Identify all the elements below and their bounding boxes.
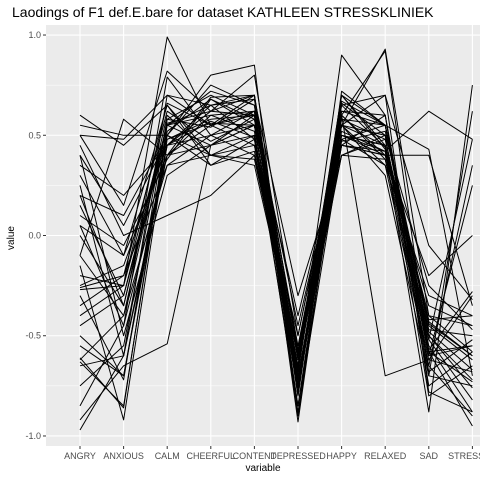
y-tick-label: 0.0 (28, 231, 41, 241)
y-tick-label: 1.0 (28, 30, 41, 40)
x-tick-label: DEPRESSED (270, 451, 326, 461)
series-line-34 (79, 110, 473, 377)
series-line-38 (79, 104, 473, 427)
x-axis-ticks: ANGRY ANXIOUS CALM CHEERFULCONTENTDEPRESSED… (64, 446, 480, 461)
y-axis-label: value (6, 226, 17, 250)
x-tick-label: CHEERFUL (187, 451, 236, 461)
series-line-28 (79, 84, 473, 423)
x-axis-label: variable (245, 463, 280, 474)
y-tick-label: -0.5 (25, 331, 41, 341)
x-tick-label: SAD (420, 451, 439, 461)
x-tick-label: HAPPY (326, 451, 357, 461)
series-lines (79, 36, 473, 431)
y-tick-label: -1.0 (25, 431, 41, 441)
x-tick-label: STRESSED (448, 451, 480, 461)
chart-title: Laodings of F1 def.E.bare for dataset KA… (12, 4, 434, 20)
series-line-36 (79, 98, 473, 407)
x-tick-label: ANGRY (64, 451, 96, 461)
x-tick-label: CONTENT (233, 451, 277, 461)
x-tick-label: ANXIOUS (103, 451, 144, 461)
x-tick-label: RELAXED (364, 451, 407, 461)
y-tick-label: 0.5 (28, 130, 41, 140)
x-tick-label: CALM (155, 451, 180, 461)
series-line-37 (79, 122, 473, 389)
series-line-35 (79, 114, 473, 377)
series-line-20 (79, 70, 473, 337)
y-axis-ticks: -1.0 -0.5 0.0 0.5 1.0 (25, 30, 46, 441)
